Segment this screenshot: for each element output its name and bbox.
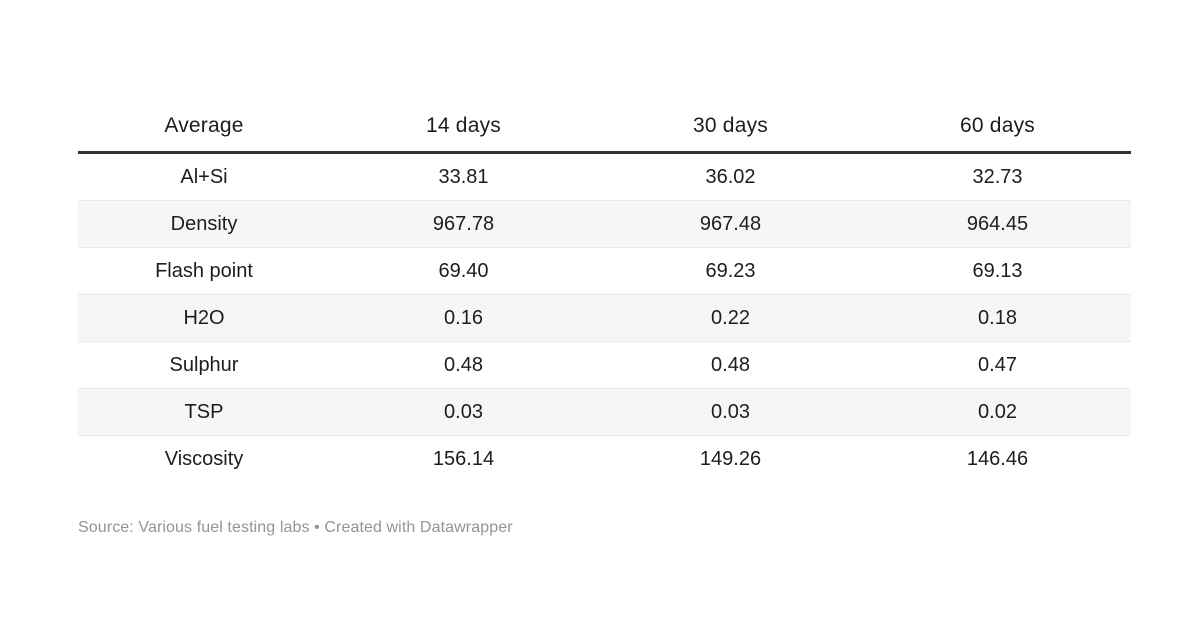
column-header-30-days: 30 days <box>597 100 864 154</box>
row-label: H2O <box>78 294 330 342</box>
value-cell: 0.03 <box>597 388 864 436</box>
row-label: Sulphur <box>78 341 330 389</box>
column-header-14-days: 14 days <box>330 100 597 154</box>
value-cell: 69.23 <box>597 247 864 295</box>
row-label: TSP <box>78 388 330 436</box>
value-cell: 146.46 <box>864 435 1131 482</box>
value-cell: 0.22 <box>597 294 864 342</box>
value-cell: 32.73 <box>972 165 1023 188</box>
table-row: TSP 0.03 0.03 0.02 <box>78 388 1131 436</box>
row-label: Density <box>78 200 330 248</box>
value-cell: 0.02 <box>864 388 1131 436</box>
table-row: H2O 0.16 0.22 0.18 <box>78 294 1131 342</box>
source-credit-line: Source: Various fuel testing labs • Crea… <box>78 519 513 536</box>
value-cell: 0.47 <box>864 341 1131 389</box>
row-label: Flash point <box>78 247 330 295</box>
column-header-60-days: 60 days <box>864 100 1131 154</box>
table-row: Flash point 69.40 69.23 69.13 <box>78 247 1131 295</box>
value-cell: 0.48 <box>597 341 864 389</box>
table-row: Viscosity 156.14 149.26 146.46 <box>78 435 1131 482</box>
value-cell: 33.81 <box>438 165 489 188</box>
data-table-container: Average 14 days 30 days 60 days Al+Si 33.… <box>78 100 1131 482</box>
table-row: Sulphur 0.48 0.48 0.47 <box>78 341 1131 389</box>
value-cell: 149.26 <box>597 435 864 482</box>
value-cell: 0.18 <box>864 294 1131 342</box>
value-cell: 0.03 <box>330 388 597 436</box>
row-label: Al+Si <box>180 165 228 188</box>
value-cell: 36.02 <box>705 165 756 188</box>
column-header-average: Average <box>78 100 330 154</box>
data-table: Average 14 days 30 days 60 days Al+Si 33.… <box>78 100 1131 482</box>
value-cell: 967.78 <box>330 200 597 248</box>
value-cell: 156.14 <box>330 435 597 482</box>
table-row: Density 967.78 967.48 964.45 <box>78 200 1131 248</box>
value-cell: 0.16 <box>330 294 597 342</box>
header-row: Average 14 days 30 days 60 days <box>78 100 1131 154</box>
table-body: Al+Si 33.81 36.02 32.73 Density 967.78 967.48 9… <box>78 153 1131 482</box>
row-label: Viscosity <box>78 435 330 482</box>
value-cell: 0.48 <box>330 341 597 389</box>
value-cell: 69.40 <box>330 247 597 295</box>
value-cell: 964.45 <box>864 200 1131 248</box>
value-cell: 69.13 <box>864 247 1131 295</box>
table-row: Al+Si 33.81 36.02 32.73 <box>78 153 1131 201</box>
value-cell: 967.48 <box>597 200 864 248</box>
